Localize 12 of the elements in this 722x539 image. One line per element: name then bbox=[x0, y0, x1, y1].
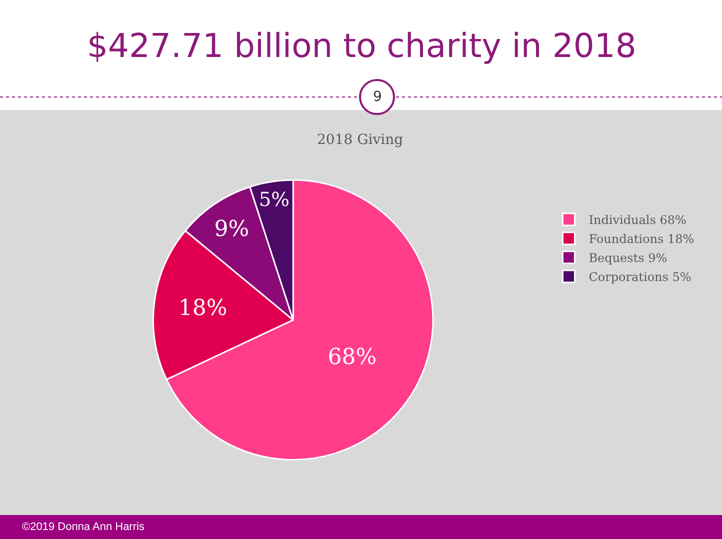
legend-label: Foundations 18% bbox=[588, 232, 694, 246]
chart-title: $427.71 billion to charity in 2018 bbox=[87, 26, 636, 65]
data-label: 9% bbox=[214, 216, 250, 242]
data-label: 68% bbox=[328, 344, 377, 370]
data-label: 5% bbox=[258, 188, 290, 212]
legend-label: Bequests 9% bbox=[588, 251, 668, 265]
text: ©2019 Donna Ann Harris bbox=[22, 521, 145, 533]
legend-label: Corporations 5% bbox=[588, 270, 692, 284]
legend-label: Individuals 68% bbox=[588, 213, 686, 227]
data-label: 18% bbox=[178, 296, 228, 321]
text: 9 bbox=[373, 89, 382, 105]
chart-subtitle: 2018 Giving bbox=[317, 132, 404, 148]
